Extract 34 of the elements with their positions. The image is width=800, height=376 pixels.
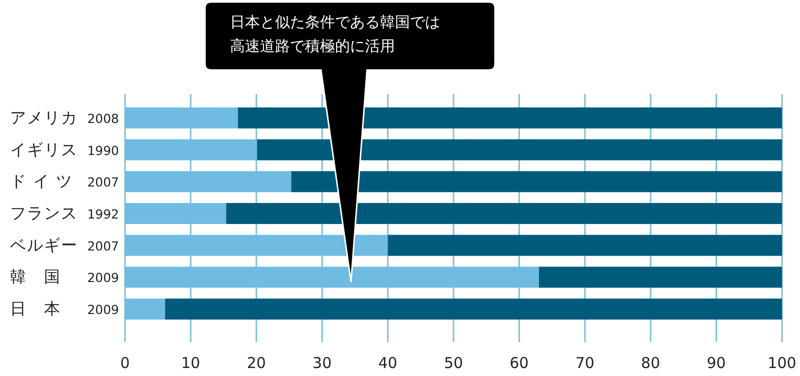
x-tick-label: 60: [510, 354, 529, 372]
bar: [238, 107, 782, 128]
x-tick-label: 0: [120, 354, 130, 372]
bar: [291, 171, 782, 192]
bar: [125, 139, 258, 160]
x-tick-label: 100: [768, 354, 796, 372]
y-tick-label: フランス 1992: [10, 204, 119, 222]
bar: [125, 107, 238, 128]
y-tick-label: ベルギー 2007: [10, 235, 119, 254]
bar: [125, 171, 292, 192]
y-tick-label: ド イ ツ 2007: [10, 172, 119, 191]
bar: [125, 203, 226, 224]
y-tick-label: イギリス 1990: [10, 140, 120, 159]
x-tick-label: 50: [444, 354, 464, 372]
x-tick-label: 30: [312, 354, 332, 372]
bar: [388, 234, 782, 256]
bar: [538, 266, 782, 288]
bar: [165, 298, 782, 320]
x-tick-label: 80: [641, 354, 660, 372]
bar: [125, 234, 388, 256]
x-tick-label: 20: [246, 354, 266, 372]
x-tick-label: 40: [378, 354, 398, 372]
y-tick-label: アメリカ 2008: [10, 108, 120, 127]
x-tick-label: 70: [575, 354, 594, 372]
text: 高速道路で積極的に活用: [230, 37, 395, 55]
bar: [226, 203, 782, 224]
bar: [125, 298, 166, 320]
bar: [125, 266, 539, 288]
x-tick-label: 10: [181, 354, 200, 372]
bar: [257, 139, 782, 160]
x-tick-label: 90: [706, 354, 726, 372]
category-label: 韓 国 2009: [10, 267, 119, 286]
text: 日本と似た条件である韓国では: [230, 13, 440, 31]
category-label: 日 本 2009: [10, 299, 119, 318]
